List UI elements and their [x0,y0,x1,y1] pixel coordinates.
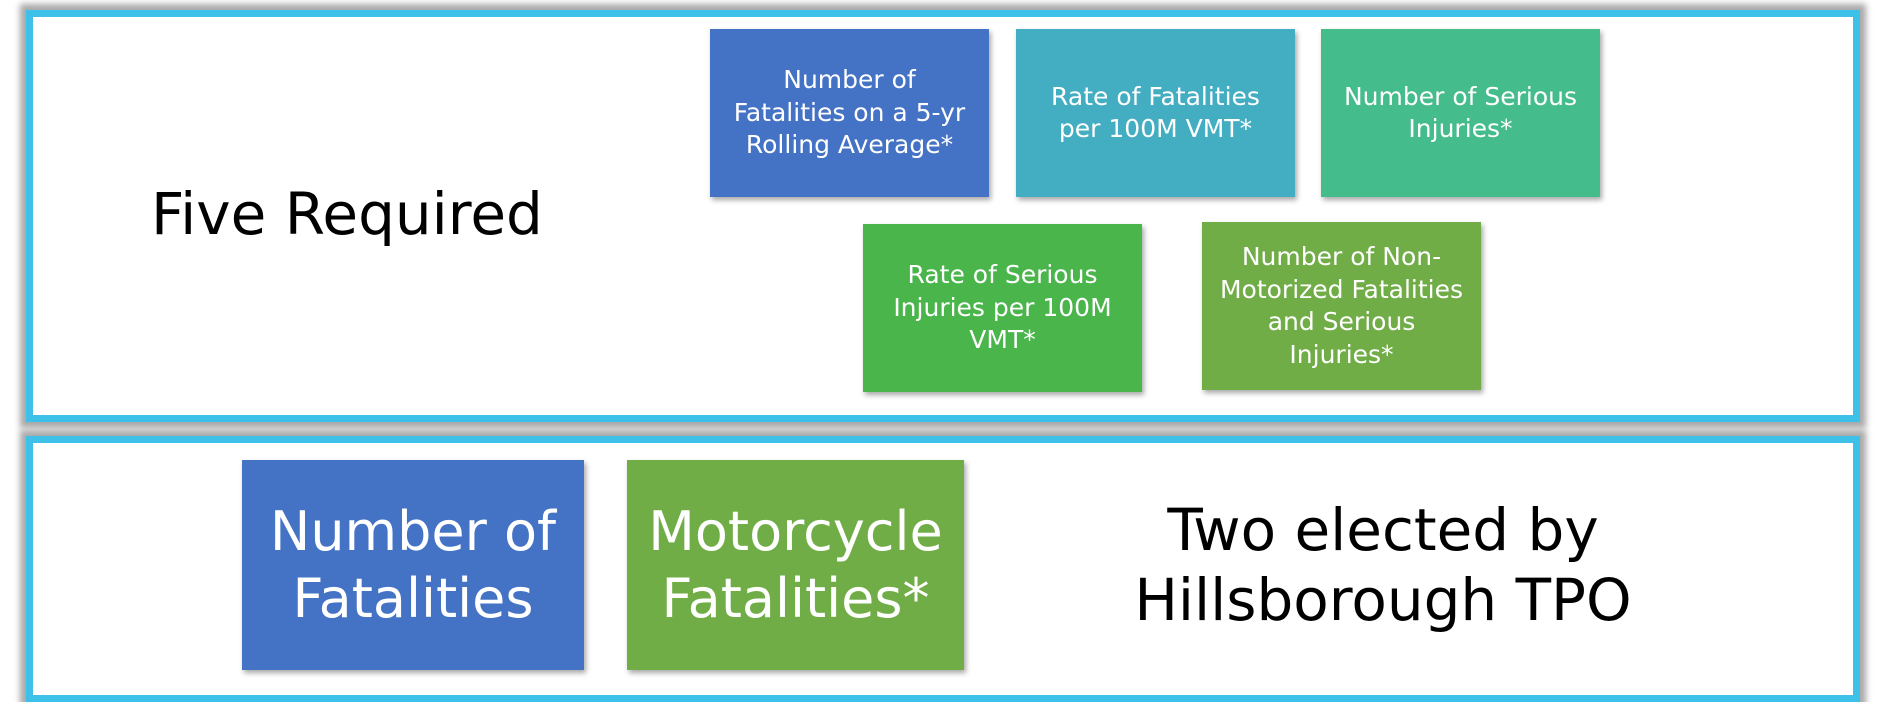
measure-box: Rate of Serious Injuries per 100M VMT* [863,224,1142,392]
required-panel: Five Required Number of Fatalities on a … [26,10,1860,422]
measure-box: Number of Fatalities on a 5-yr Rolling A… [710,29,989,197]
measure-box: Number of Fatalities [242,460,584,670]
measure-box: Number of Non-Motorized Fatalities and S… [1202,222,1481,390]
measure-box: Rate of Fatalities per 100M VMT* [1016,29,1295,197]
measure-box: Motorcycle Fatalities* [627,460,964,670]
elected-panel: Number of Fatalities Motorcycle Fataliti… [26,436,1860,702]
measure-box: Number of Serious Injuries* [1321,29,1600,197]
panel-title: Two elected by Hillsborough TPO [1134,496,1632,634]
panel-title: Five Required [151,180,543,248]
